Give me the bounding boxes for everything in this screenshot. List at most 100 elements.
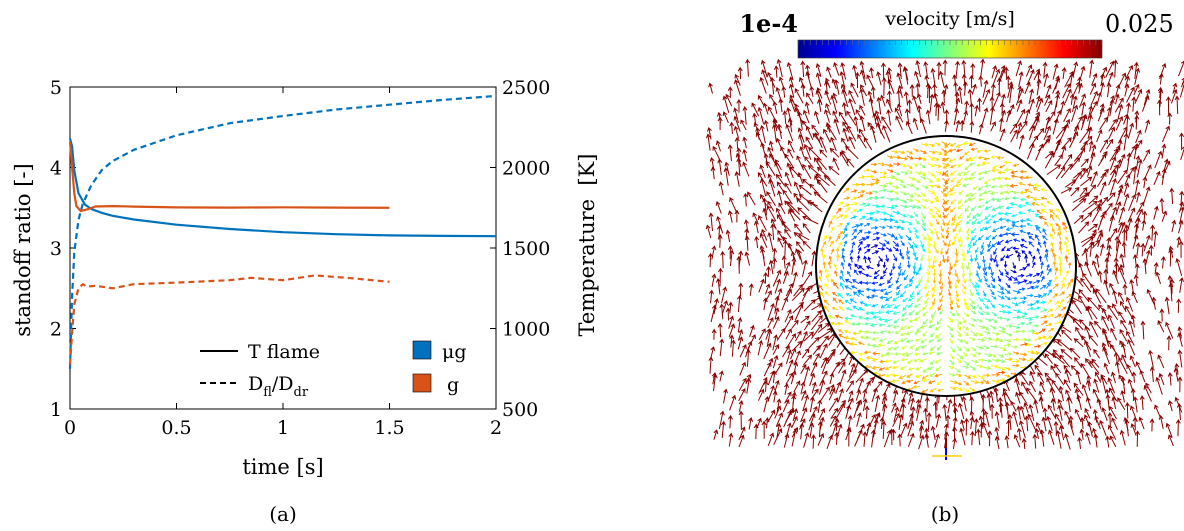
- inner-arrow: [854, 263, 860, 270]
- inner-arrow: [950, 164, 957, 169]
- inner-arrow: [929, 346, 937, 351]
- outer-arrow: [793, 350, 801, 365]
- inner-arrow: [991, 185, 998, 189]
- outer-arrow: [891, 402, 897, 413]
- inner-arrow: [914, 303, 921, 308]
- inner-arrow: [913, 211, 919, 218]
- outer-arrow: [1174, 95, 1180, 114]
- outer-arrow: [1037, 371, 1045, 384]
- inner-arrow: [864, 330, 873, 335]
- inner-arrow: [968, 240, 972, 248]
- inner-arrow: [931, 298, 936, 306]
- inner-arrow: [865, 211, 874, 216]
- outer-arrow: [923, 407, 929, 422]
- inner-arrow: [892, 253, 898, 262]
- outer-arrow: [796, 241, 805, 252]
- inner-arrow: [827, 260, 832, 269]
- inner-arrow: [965, 219, 972, 225]
- inner-arrow: [827, 314, 836, 319]
- outer-arrow: [811, 381, 817, 394]
- inner-arrow: [847, 262, 852, 271]
- outer-arrow: [758, 278, 765, 293]
- inner-arrow: [1004, 268, 1009, 276]
- outer-arrow: [1146, 288, 1155, 305]
- outer-arrow: [1089, 321, 1099, 338]
- outer-arrow: [978, 123, 984, 135]
- outer-arrow: [834, 431, 840, 445]
- outer-arrow: [1114, 97, 1124, 113]
- inner-arrow: [992, 338, 1000, 342]
- inner-arrow: [864, 335, 872, 340]
- inner-arrow: [1032, 315, 1040, 319]
- inner-arrow: [879, 175, 887, 179]
- inner-arrow: [970, 281, 977, 289]
- outer-arrow: [1038, 396, 1044, 409]
- outer-arrow: [845, 380, 854, 393]
- inner-arrow: [963, 150, 970, 156]
- outer-arrow: [980, 393, 986, 411]
- inner-arrow: [929, 332, 935, 338]
- outer-arrow: [1125, 296, 1134, 312]
- inner-arrow: [960, 262, 965, 270]
- inner-arrow: [863, 255, 868, 264]
- inner-arrow: [892, 359, 900, 364]
- inner-arrow: [852, 331, 860, 336]
- outer-arrow: [1087, 305, 1098, 320]
- inner-arrow: [856, 322, 864, 326]
- outer-arrow: [717, 322, 723, 338]
- inner-arrow: [1033, 183, 1041, 188]
- inner-arrow: [900, 317, 908, 322]
- inner-arrow: [998, 184, 1007, 189]
- inner-arrow: [1019, 218, 1027, 223]
- outer-arrow: [802, 109, 810, 124]
- outer-arrow: [1136, 201, 1145, 215]
- outer-arrow: [725, 229, 731, 243]
- outer-arrow: [1103, 362, 1110, 374]
- inner-arrow: [842, 187, 850, 194]
- outer-arrow: [793, 181, 802, 197]
- outer-arrow: [767, 317, 774, 329]
- outer-arrow: [775, 173, 785, 186]
- inner-arrow: [990, 302, 996, 309]
- inner-arrow: [906, 183, 915, 188]
- inner-arrow: [966, 227, 970, 235]
- inner-arrow: [954, 183, 962, 188]
- inner-arrow: [906, 213, 914, 219]
- outer-arrow: [720, 420, 726, 438]
- outer-arrow: [727, 414, 733, 429]
- inner-arrow: [936, 380, 943, 386]
- inner-arrow: [1016, 253, 1021, 262]
- inner-arrow: [893, 171, 901, 176]
- outer-arrow: [767, 302, 775, 321]
- outer-arrow: [1007, 81, 1014, 99]
- outer-arrow: [1085, 431, 1091, 445]
- inner-arrow: [943, 190, 951, 197]
- inner-arrow: [1000, 255, 1006, 262]
- outer-arrow: [981, 407, 987, 423]
- inner-arrow: [992, 227, 1000, 232]
- outer-arrow: [916, 104, 922, 123]
- inner-arrow: [928, 143, 936, 147]
- outer-arrow: [1072, 124, 1080, 140]
- outer-arrow: [736, 294, 742, 313]
- inner-arrow: [1012, 262, 1017, 270]
- inner-arrow: [980, 242, 985, 250]
- outer-arrow: [808, 336, 820, 349]
- right-y-tick-label: 2500: [502, 77, 550, 99]
- outer-arrow: [1119, 253, 1125, 268]
- outer-arrow: [767, 146, 775, 160]
- outer-arrow: [926, 84, 933, 104]
- outer-arrow: [970, 63, 976, 78]
- inner-arrow: [850, 189, 858, 193]
- outer-arrow: [859, 60, 866, 79]
- outer-arrow: [803, 354, 813, 366]
- outer-arrow: [819, 135, 828, 153]
- outer-arrow: [1028, 115, 1040, 132]
- outer-arrow: [761, 228, 768, 241]
- inner-arrow: [858, 307, 865, 311]
- outer-arrow: [809, 85, 815, 97]
- outer-arrow: [733, 115, 741, 132]
- inner-arrow: [892, 311, 901, 316]
- outer-arrow: [818, 379, 826, 395]
- outer-arrow: [802, 271, 813, 286]
